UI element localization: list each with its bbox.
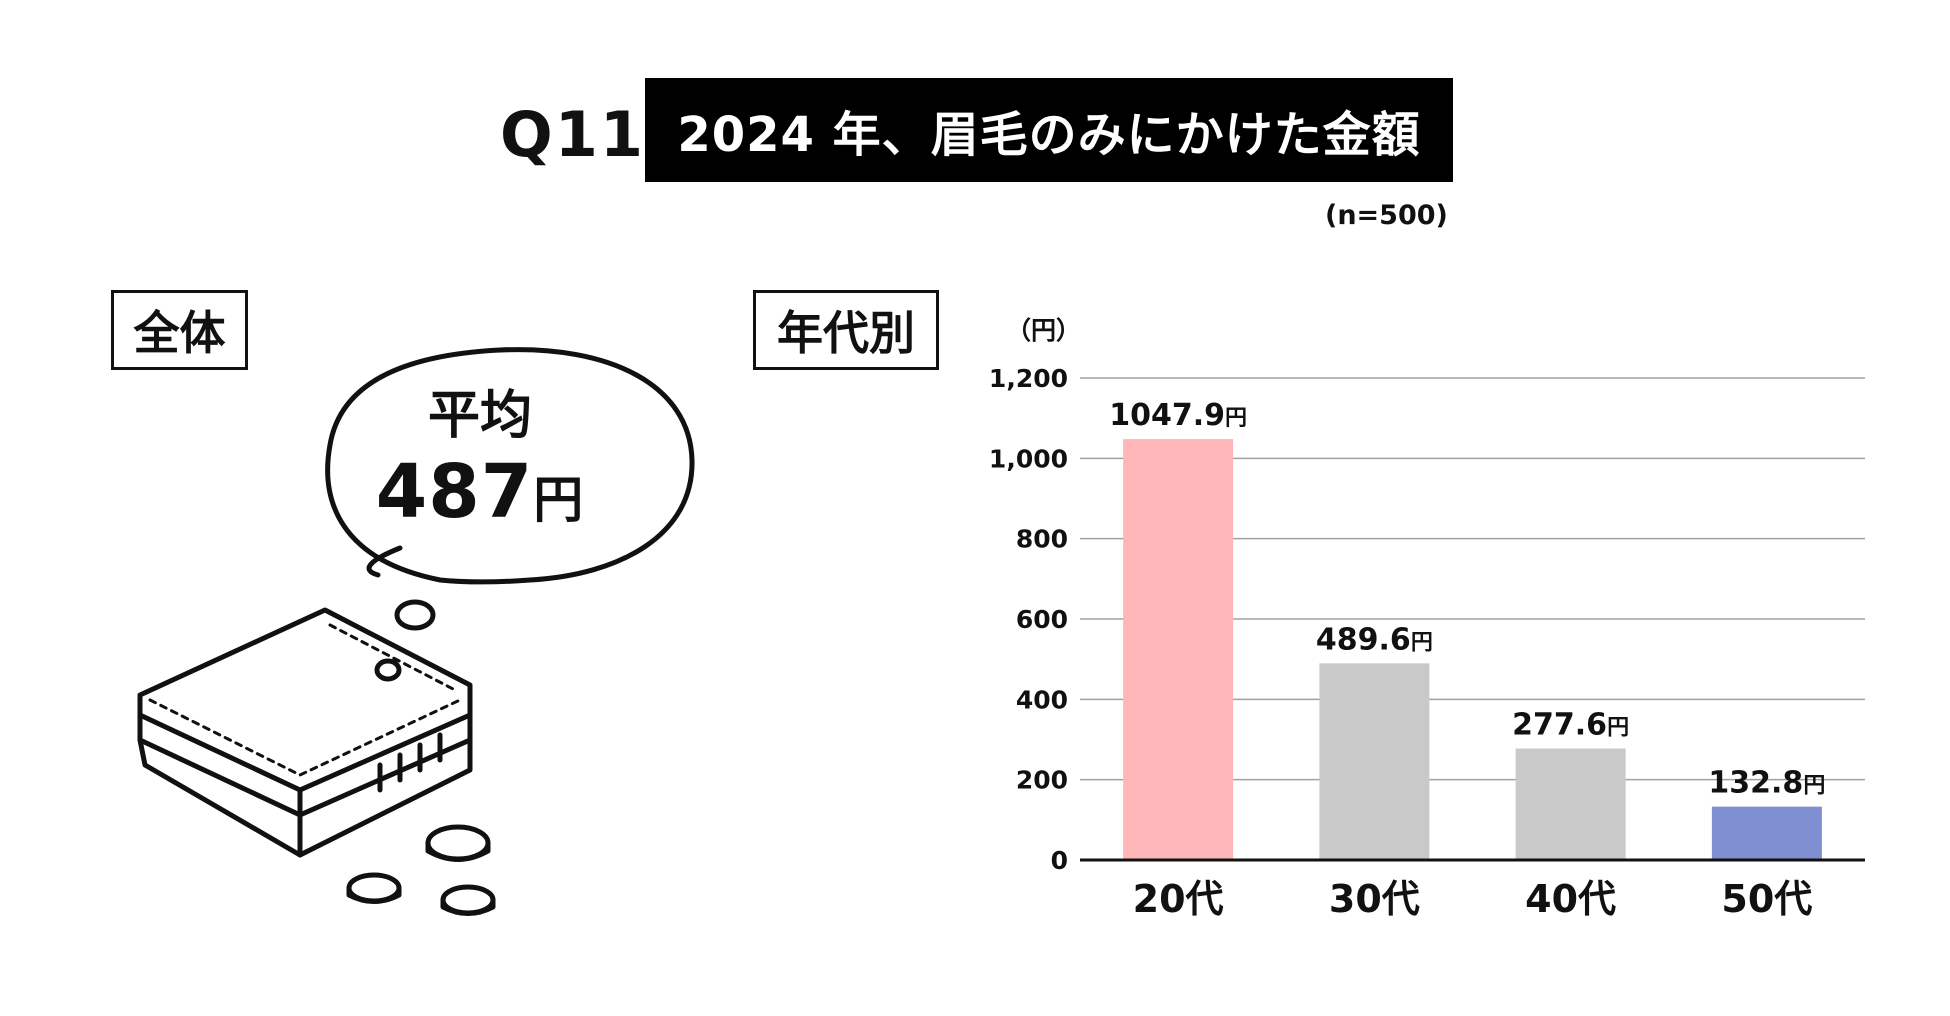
data-label: 132.8円 — [1708, 766, 1825, 801]
coin-icon-1 — [425, 824, 491, 862]
y-tick-label: 800 — [1016, 525, 1068, 554]
age-group-label: 年代別 — [753, 290, 939, 370]
y-tick-label: 200 — [1016, 766, 1068, 795]
average-unit: 円 — [533, 471, 585, 529]
y-tick-label: 1,200 — [989, 364, 1068, 393]
y-tick-label: 1,000 — [989, 444, 1068, 473]
overall-average: 平均 487円 — [330, 385, 630, 545]
data-label: 1047.9円 — [1109, 398, 1247, 433]
y-axis-label: （円） — [1006, 316, 1081, 345]
speech-bubble-tail — [366, 545, 403, 578]
data-label: 277.6円 — [1512, 707, 1629, 742]
y-tick-label: 0 — [1051, 846, 1068, 875]
category-label: 50代 — [1721, 877, 1812, 921]
thought-bubble-large — [394, 599, 436, 631]
wallet-icon — [137, 607, 473, 858]
y-tick-label: 600 — [1016, 605, 1068, 634]
y-tick-label: 400 — [1016, 685, 1068, 714]
sample-size: (n=500) — [1325, 200, 1448, 231]
overall-label: 全体 — [111, 290, 248, 370]
y-axis-ticks: 0 200 400 600 800 1,000 1,200 — [989, 364, 1068, 875]
bar-50代 — [1711, 806, 1822, 860]
age-group-label-text: 年代別 — [777, 306, 915, 360]
average-value: 487 — [375, 449, 534, 535]
question-number: Q11 — [500, 98, 645, 171]
bar-20代 — [1123, 439, 1234, 860]
average-value-line: 487円 — [330, 447, 630, 545]
data-label: 489.6円 — [1316, 622, 1433, 657]
chart-title-text: 2024 年、眉毛のみにかけた金額 — [677, 107, 1421, 163]
category-label: 40代 — [1525, 877, 1616, 921]
bar-30代 — [1319, 663, 1430, 860]
overall-label-text: 全体 — [133, 306, 226, 360]
average-label: 平均 — [427, 386, 532, 446]
coin-icon-2 — [346, 872, 402, 904]
category-labels: 20代 30代 40代 50代 — [1133, 877, 1813, 921]
coin-icon-3 — [440, 884, 496, 916]
bars — [1123, 439, 1822, 860]
category-label: 30代 — [1329, 877, 1420, 921]
category-label: 20代 — [1133, 877, 1224, 921]
chart-title: 2024 年、眉毛のみにかけた金額 — [645, 78, 1453, 182]
speech-bubble — [325, 347, 695, 585]
bar-40代 — [1515, 748, 1626, 860]
